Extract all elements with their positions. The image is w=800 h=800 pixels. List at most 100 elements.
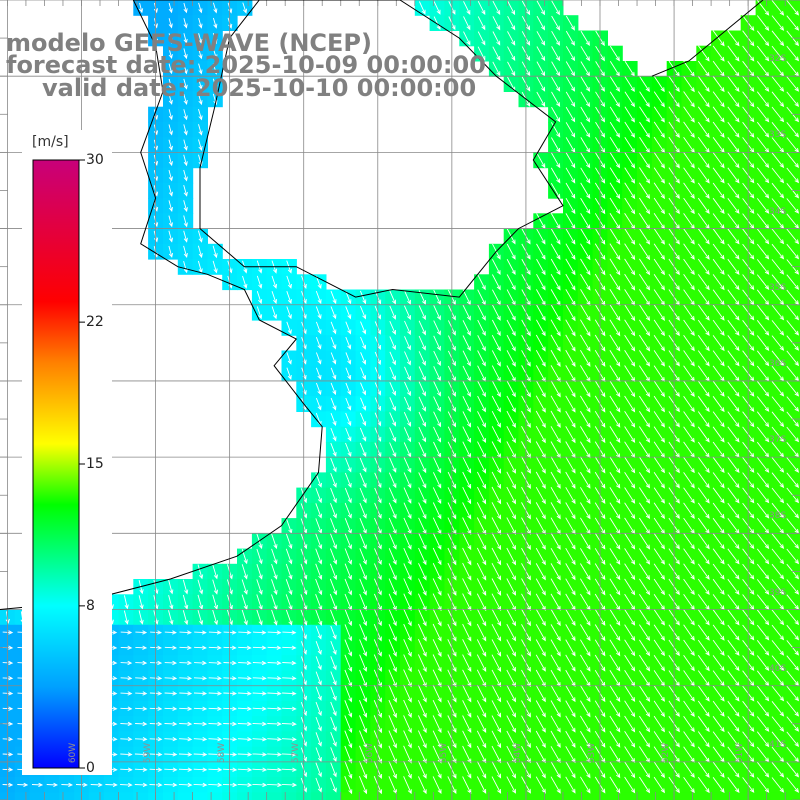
wind-arrow xyxy=(683,182,695,199)
wind-arrow xyxy=(168,94,173,105)
wind-arrow xyxy=(653,106,665,123)
valid-date: valid date: 2025-10-10 00:00:00 xyxy=(42,74,477,102)
lon-label: 51W xyxy=(735,742,746,764)
wind-arrow xyxy=(653,76,665,93)
wind-cell xyxy=(696,792,712,800)
wind-arrow xyxy=(624,121,635,138)
wind-arrow xyxy=(168,48,173,59)
wind-arrow xyxy=(756,167,770,184)
wind-arrow xyxy=(639,167,651,184)
wind-cell xyxy=(103,792,120,800)
wind-arrow xyxy=(712,76,725,93)
lon-label: 55W xyxy=(439,742,450,764)
wind-arrow xyxy=(756,182,770,199)
wind-cell xyxy=(340,792,357,800)
wind-arrow xyxy=(183,33,188,44)
wind-arrow xyxy=(683,121,695,138)
wind-arrow xyxy=(198,124,203,136)
wind-arrow xyxy=(727,76,740,93)
wind-arrow xyxy=(550,182,561,199)
wind-arrow xyxy=(624,91,635,108)
wind-arrow xyxy=(536,46,546,62)
wind-arrow xyxy=(565,30,575,46)
lat-label: 35S xyxy=(769,282,787,293)
wind-arrow xyxy=(786,91,800,108)
wind-cell xyxy=(651,792,668,800)
wind-arrow xyxy=(756,198,770,214)
wind-arrow xyxy=(609,45,620,62)
wind-arrow xyxy=(653,182,665,200)
wind-arrow xyxy=(580,76,591,92)
wind-cell xyxy=(607,792,623,800)
wind-arrow xyxy=(786,45,800,62)
wind-arrow xyxy=(565,197,576,215)
wind-arrow xyxy=(609,76,620,92)
wind-arrow xyxy=(492,61,501,77)
wind-arrow xyxy=(727,91,740,108)
colorbar-tick-label: 0 xyxy=(86,760,95,776)
wind-arrow xyxy=(771,30,785,47)
lat-label: 34S xyxy=(769,206,787,217)
wind-arrow xyxy=(609,197,621,215)
wind-arrow xyxy=(786,122,800,138)
wind-arrow xyxy=(551,30,561,46)
wind-cell xyxy=(14,792,31,800)
wind-cell xyxy=(133,792,149,800)
wind-arrow xyxy=(168,169,173,182)
wind-arrow xyxy=(565,182,576,199)
wind-arrow xyxy=(492,31,501,46)
wind-arrow xyxy=(536,152,546,169)
lon-label: 57W xyxy=(290,742,301,764)
wind-cell xyxy=(755,792,771,800)
wind-arrow xyxy=(551,152,561,169)
wind-arrow xyxy=(624,197,636,215)
lat-label: 41S xyxy=(769,739,787,750)
wind-cell xyxy=(488,792,505,800)
wind-arrow xyxy=(507,61,516,77)
wind-arrow xyxy=(609,121,621,138)
wind-arrow xyxy=(463,16,471,31)
wind-arrow xyxy=(653,197,665,215)
wind-cell xyxy=(459,792,475,800)
wind-arrow xyxy=(771,182,785,199)
wind-cell xyxy=(281,792,297,800)
wind-arrow xyxy=(580,197,591,215)
wind-arrow xyxy=(551,91,561,107)
wind-arrow xyxy=(565,91,576,108)
wind-arrow xyxy=(168,154,173,167)
wind-cell xyxy=(577,792,594,800)
lat-label: 39S xyxy=(769,587,787,598)
wind-arrow xyxy=(786,152,800,169)
wind-cell xyxy=(429,792,445,800)
wind-arrow xyxy=(683,91,695,108)
wind-cell xyxy=(637,792,653,800)
wind-arrow xyxy=(507,46,516,62)
wind-arrow xyxy=(551,76,561,92)
wind-arrow xyxy=(183,48,188,60)
colorbar xyxy=(22,130,112,775)
wind-arrow xyxy=(786,167,800,184)
wind-arrow xyxy=(168,78,173,90)
wind-arrow xyxy=(536,76,546,92)
wind-arrow xyxy=(536,0,545,16)
wind-arrow xyxy=(492,46,501,61)
wind-arrow xyxy=(683,106,695,123)
wind-arrow xyxy=(183,63,188,75)
wind-arrow xyxy=(183,78,188,90)
wind-arrow xyxy=(212,48,218,60)
wind-cell xyxy=(503,792,520,800)
wind-arrow xyxy=(212,17,218,29)
wind-arrow xyxy=(639,76,650,93)
wind-cell xyxy=(711,792,727,800)
wind-arrow xyxy=(580,30,590,46)
wind-arrow xyxy=(198,63,203,75)
lat-label: 33S xyxy=(769,130,787,141)
wind-arrow xyxy=(609,152,621,169)
wind-arrow xyxy=(771,122,785,138)
lon-label: 58W xyxy=(216,742,227,764)
wind-arrow xyxy=(727,45,740,62)
wind-cell xyxy=(44,792,60,800)
wind-cell xyxy=(622,792,638,800)
wind-cell xyxy=(207,792,223,800)
wind-arrow xyxy=(609,106,620,123)
